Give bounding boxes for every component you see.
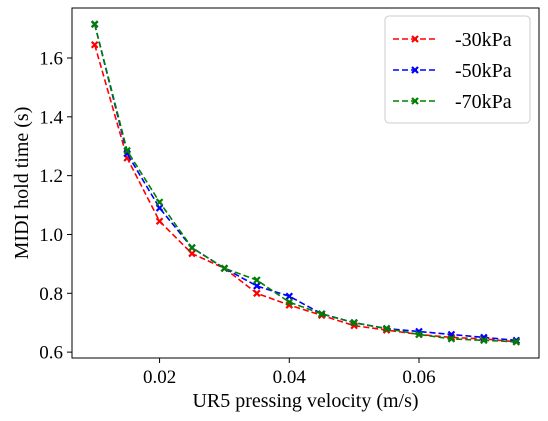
data-point [285,292,294,301]
data-point [220,264,229,273]
legend-marker [411,35,419,43]
y-axis-label: MIDI hold time (s) [11,107,33,260]
data-point [253,282,261,290]
data-point [317,310,326,318]
y-tick-label: 1.0 [39,225,63,246]
data-point [253,289,261,298]
legend-label: -50kPa [455,60,512,82]
data-point [415,330,423,339]
y-axis: 0.6 0.8 1.0 1.2 1.4 1.6 [39,49,72,364]
legend-box [384,15,531,124]
data-point [480,336,488,345]
plot-frame [71,7,540,359]
legend-label: -70kPa [455,91,512,113]
legend-label: -30kPa [455,29,512,51]
x-tick-label: 0.04 [273,367,307,388]
legend-marker [411,66,419,74]
data-point [90,20,99,28]
series-70kpa [90,20,521,346]
legend-item: -30kPa [393,29,512,51]
legend: -30kPa -50kPa -70kPa [384,15,531,124]
data-point [512,338,521,346]
data-point [155,204,164,212]
legend-marker [411,97,419,105]
series-layer [90,20,521,346]
data-point [155,198,164,206]
data-point [123,146,131,155]
data-point [188,243,196,252]
data-point [350,318,358,327]
data-point [447,335,456,343]
legend-item: -70kPa [393,91,512,113]
x-axis: 0.02 0.04 0.06 [143,358,436,388]
y-tick-label: 1.4 [39,107,63,128]
data-point [90,40,99,49]
data-point [188,249,196,258]
legend-item: -50kPa [393,60,512,82]
x-tick-label: 0.02 [143,367,176,388]
y-tick-label: 1.6 [39,49,63,70]
x-axis-label: UR5 pressing velocity (m/s) [192,390,418,412]
series-line [93,23,517,343]
x-tick-label: 0.06 [402,367,435,388]
y-tick-label: 1.2 [39,166,63,187]
y-tick-label: 0.6 [39,343,63,364]
data-point [253,276,261,284]
y-tick-label: 0.8 [39,284,63,305]
series-line [93,44,517,343]
data-point [155,217,164,226]
data-point [285,298,294,306]
data-point [382,324,391,333]
